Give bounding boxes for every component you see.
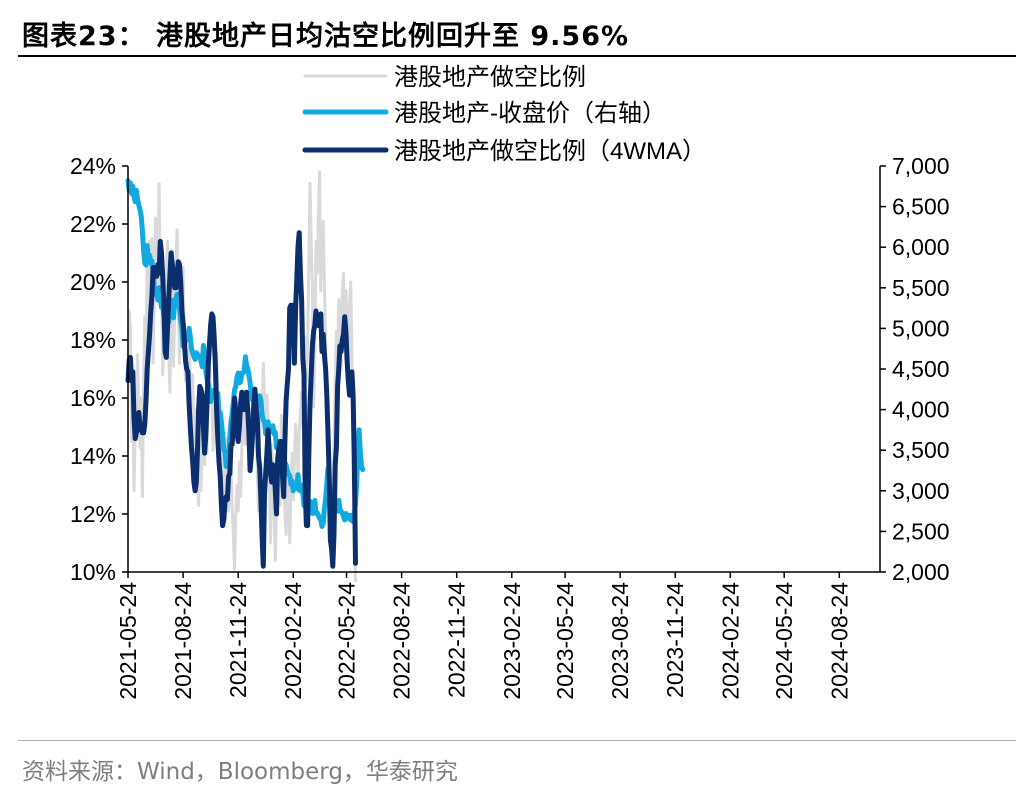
y-right-tick-label: 2,500: [892, 518, 950, 544]
x-tick-label: 2021-11-24: [225, 582, 251, 698]
y-right-tick-label: 3,500: [892, 437, 950, 463]
y-right-tick-label: 4,000: [892, 397, 950, 423]
x-tick-label: 2023-11-24: [662, 582, 688, 698]
y-left-tick-label: 10%: [70, 559, 116, 585]
axes-layer: 10% 12% 14% 16% 18% 20% 22% 24% 2,000 2,500 3,000 3…: [70, 153, 950, 700]
source-divider: [18, 740, 1016, 741]
series-layer: [125, 170, 366, 583]
y-right-tick-label: 6,500: [892, 194, 950, 220]
y-right-tick-label: 5,000: [892, 315, 950, 341]
legend-label-3: 港股地产做空比例（4WMA）: [394, 138, 706, 165]
y-right-tick-label: 3,000: [892, 478, 950, 504]
x-tick-label: 2023-05-24: [552, 582, 578, 700]
y-right-tick-label: 5,500: [892, 275, 950, 301]
y-left-tick-label: 16%: [70, 385, 116, 411]
x-tick-label: 2024-08-24: [826, 582, 852, 700]
y-right-tick-label: 7,000: [892, 153, 950, 179]
x-tick-label: 2022-02-24: [280, 582, 306, 700]
x-tick-label: 2022-08-24: [389, 582, 415, 700]
x-tick-label: 2021-08-24: [170, 582, 196, 700]
y-left-tick-label: 12%: [70, 501, 116, 527]
x-tick-label: 2022-05-24: [334, 582, 360, 700]
x-tick-label: 2023-02-24: [499, 582, 525, 700]
y-left-tick-label: 20%: [70, 269, 116, 295]
chart-title: 图表23： 港股地产日均沽空比例回升至 9.56%: [22, 21, 630, 52]
source-note: 资料来源：Wind，Bloomberg，华泰研究: [22, 759, 458, 785]
y-right-tick-label: 6,000: [892, 234, 950, 260]
legend-label-2: 港股地产-收盘价（右轴）: [394, 100, 666, 127]
y-right-tick-label: 4,500: [892, 356, 950, 382]
title-divider: [18, 55, 1016, 57]
x-tick-label: 2023-08-24: [607, 582, 633, 700]
series-line-3: [125, 230, 358, 569]
x-tick-label: 2024-02-24: [717, 582, 743, 700]
y-left-tick-label: 14%: [70, 443, 116, 469]
y-left-tick-label: 24%: [70, 153, 116, 179]
y-left-tick-label: 18%: [70, 327, 116, 353]
y-left-tick-label: 22%: [70, 211, 116, 237]
y-right-tick-label: 2,000: [892, 559, 950, 585]
x-tick-label: 2022-11-24: [444, 582, 470, 698]
legend-label-1: 港股地产做空比例: [394, 64, 586, 91]
x-tick-label: 2021-05-24: [115, 582, 141, 700]
x-tick-label: 2024-05-24: [771, 582, 797, 700]
